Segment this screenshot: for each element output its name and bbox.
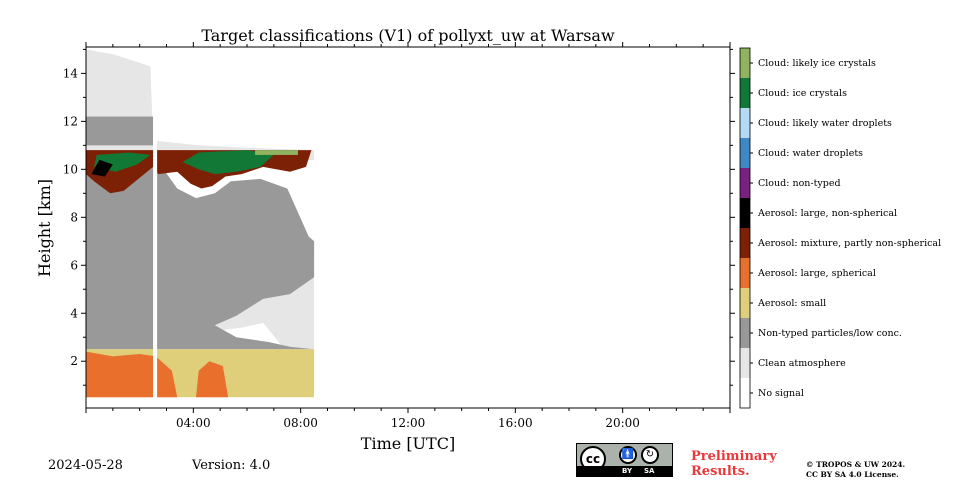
legend-frame: [739, 47, 751, 409]
plot-area: [86, 47, 315, 408]
aerosol-large-spherical-right: [196, 361, 229, 398]
x-tick-label: 20:00: [605, 416, 640, 430]
legend-swatch: [740, 318, 750, 348]
legend-swatch: [740, 138, 750, 168]
preliminary-line2: Results.: [691, 464, 750, 479]
legend: Cloud: likely ice crystals Cloud: ice cry…: [739, 47, 941, 409]
cc-by-label: BY: [622, 467, 633, 475]
attribution-icon: 🚹: [619, 446, 637, 464]
y-tick-label: 2: [70, 354, 78, 368]
y-axis: 2 4 6 8 10 12 14: [63, 48, 735, 386]
legend-label: Cloud: non-typed: [758, 178, 841, 189]
legend-swatch: [740, 258, 750, 288]
legend-swatch: [740, 48, 750, 78]
legend-label: Aerosol: mixture, partly non-spherical: [757, 238, 941, 249]
legend-label: No signal: [758, 388, 804, 399]
upper-wisps: [86, 116, 154, 146]
legend-label: Cloud: water droplets: [758, 148, 863, 159]
data-gap: [153, 47, 158, 408]
legend-swatch: [740, 378, 750, 408]
legend-label: Aerosol: small: [757, 298, 826, 309]
legend-label: Cloud: likely water droplets: [758, 118, 892, 129]
legend-label: Aerosol: large, spherical: [757, 268, 876, 279]
chart-title: Target classifications (V1) of pollyxt_u…: [201, 26, 615, 45]
ice-crystals-right: [182, 150, 274, 175]
x-axis: 04:00 08:00 12:00 16:00 20:00: [85, 42, 731, 430]
legend-swatch: [740, 198, 750, 228]
y-tick-label: 8: [70, 210, 78, 224]
legend-label: Clean atmosphere: [758, 358, 846, 369]
footer-version: Version: 4.0: [192, 458, 271, 473]
legend-swatch: [740, 348, 750, 378]
likely-ice-crystals-edge: [255, 150, 298, 155]
y-tick-label: 14: [63, 66, 79, 80]
legend-label: Non-typed particles/low conc.: [758, 328, 902, 339]
cc-license-badge: cc 🚹 ↻ BY SA: [576, 443, 673, 477]
legend-swatch: [740, 168, 750, 198]
legend-swatch: [740, 78, 750, 108]
copyright-notice: © TROPOS & UW 2024. CC BY SA 4.0 License…: [806, 460, 905, 480]
legend-swatch: [740, 228, 750, 258]
x-tick-label: 08:00: [283, 416, 318, 430]
preliminary-line1: Preliminary: [691, 449, 777, 464]
aerosol-large-nonspherical: [91, 159, 113, 177]
legend-swatch: [740, 288, 750, 318]
copyright-line1: © TROPOS & UW 2024.: [806, 460, 906, 469]
legend-label: Cloud: ice crystals: [758, 88, 847, 99]
x-tick-label: 12:00: [391, 416, 426, 430]
footer-date: 2024-05-28: [48, 458, 123, 473]
y-tick-label: 10: [63, 162, 78, 176]
copyright-line2: CC BY SA 4.0 License.: [806, 470, 899, 479]
legend-label: Aerosol: large, non-spherical: [757, 208, 897, 219]
x-axis-label: Time [UTC]: [361, 434, 455, 453]
legend-label: Cloud: likely ice crystals: [758, 58, 876, 69]
legend-swatch: [740, 108, 750, 138]
share-alike-icon: ↻: [641, 446, 659, 464]
y-axis-label: Height [km]: [35, 179, 54, 277]
cc-badge-strip: [577, 466, 672, 476]
preliminary-notice: Preliminary Results.: [691, 449, 777, 479]
y-tick-label: 12: [63, 114, 78, 128]
x-tick-label: 04:00: [176, 416, 211, 430]
y-tick-label: 4: [70, 306, 78, 320]
y-tick-label: 6: [70, 258, 78, 272]
non-typed-region: [86, 162, 315, 350]
x-tick-label: 16:00: [498, 416, 533, 430]
cc-sa-label: SA: [644, 467, 655, 475]
